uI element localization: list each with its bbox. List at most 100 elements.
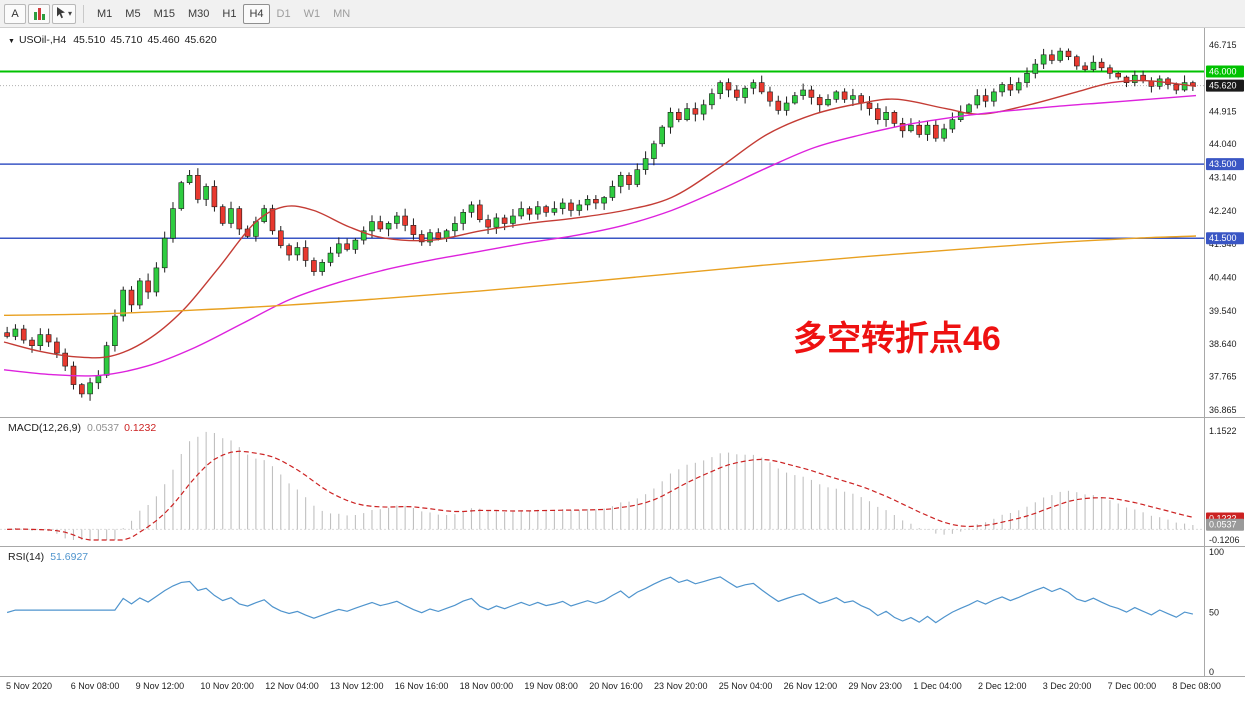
time-scale-label: 12 Nov 04:00 [265,681,319,691]
candle-body [410,225,417,235]
candle-body [493,217,500,228]
price-tag-text: 43.500 [1209,159,1237,169]
candle-body [1015,82,1022,91]
candle-body [95,375,102,384]
candle-body [360,230,367,241]
macd-value-tag-text: 0.1232 [1209,514,1237,524]
rsi-name: RSI(14) [8,551,44,563]
timeframe-m30-button[interactable]: M30 [182,4,215,24]
candle-body [435,232,442,239]
candle-body [634,169,641,185]
candle-body [949,119,956,130]
timeframe-d1-button[interactable]: D1 [271,4,297,24]
candle-body [733,89,740,98]
candle-body [29,339,35,347]
horizontal-lines [0,70,1205,239]
candle-body [874,108,881,120]
candle-body [584,199,591,206]
candle-body [651,143,657,159]
symbol-dropdown-icon[interactable]: ▼ [8,38,15,45]
candle-body [601,197,607,204]
chart-canvas[interactable]: 46.71544.91544.04043.14042.24041.34040.4… [0,28,1245,697]
timeframe-w1-button[interactable]: W1 [298,4,327,24]
fast-ma-red [3,79,1197,359]
timeframe-m5-button[interactable]: M5 [119,4,146,24]
candle-body [816,97,823,106]
candle-body [418,234,425,243]
candle-body [1123,76,1130,83]
candle-body [385,223,392,230]
candle-body [54,341,60,354]
timeframe-group: M1 M5 M15 M30 H1 H4 D1 W1 MN [91,3,356,24]
candle-body [916,124,923,135]
timeframe-mn-button[interactable]: MN [327,4,356,24]
candle-body [1007,84,1014,91]
time-scale-label: 1 Dec 04:00 [913,681,962,691]
time-scale[interactable]: 5 Nov 2020 6 Nov 08:00 9 Nov 12:00 10 Nov 2… [6,681,1221,691]
timeframe-h1-button[interactable]: H1 [216,4,242,24]
timeframe-h4-button[interactable]: H4 [243,3,270,24]
candle-body [941,128,947,139]
candles-icon [33,7,45,20]
candle-body [485,219,491,228]
candle-body [617,175,624,187]
price-scale-label: 39.540 [1209,306,1237,316]
rsi-scale[interactable]: 100 50 0 [1209,547,1224,677]
caret-down-icon: ▾ [68,9,73,18]
candle-body [1173,84,1180,91]
candle-body [891,112,898,124]
candle-body [999,84,1005,93]
candle-body [277,230,284,246]
candle-body [203,186,209,200]
candle-body [501,217,508,224]
candle-body [758,82,765,93]
chart-type-button[interactable] [28,3,50,24]
symbol-period-text: USOil-,H4 [19,34,66,46]
macd-scale-min: -0.1206 [1209,535,1240,545]
time-scale-label: 18 Nov 00:00 [460,681,514,691]
slow-ma-orange [3,235,1197,316]
candle-body [883,112,889,121]
candle-body [899,123,906,132]
text-tool-button[interactable]: A [4,3,26,24]
candle-body [593,199,599,204]
candle-body [178,182,185,209]
candle-body [302,247,309,261]
candle-body [1040,54,1047,65]
candle-body [1165,78,1171,85]
time-scale-label: 6 Nov 08:00 [71,681,120,691]
candle-body [609,186,616,198]
candle-body [402,215,408,226]
time-scale-label: 5 Nov 2020 [6,681,52,691]
rsi-scale-label: 50 [1209,608,1219,618]
candle-body [526,208,533,215]
chart-area[interactable]: 46.71544.91544.04043.14042.24041.34040.4… [0,28,1245,697]
candle-body [112,315,118,347]
timeframe-m15-button[interactable]: M15 [148,4,181,24]
candle-body [982,95,989,102]
candle-body [850,95,856,100]
candle-body [825,99,831,106]
candle-body [153,267,160,293]
candle-body [236,208,243,230]
candle-body [709,93,715,106]
objects-dropdown-button[interactable]: ▾ [52,3,77,24]
candle-body [335,243,342,254]
price-tag-43.500 [1206,158,1244,171]
candle-body [45,334,52,343]
candle-body [128,289,135,306]
candle-body [286,245,292,256]
annotation-text[interactable]: 多空转折点46 [793,320,1001,358]
candle-body [377,221,384,230]
time-scale-label: 2 Dec 12:00 [978,681,1027,691]
candle-body [294,247,301,256]
candle-body [120,289,126,317]
toolbar-separator [83,4,85,23]
candle-body [219,206,226,224]
timeframe-m1-button[interactable]: M1 [91,4,118,24]
candle-body [170,208,176,239]
price-scale[interactable]: 46.71544.91544.04043.14042.24041.34040.4… [1206,40,1244,415]
time-scale-label: 16 Nov 16:00 [395,681,449,691]
ohlc-high: 45.710 [110,34,142,46]
